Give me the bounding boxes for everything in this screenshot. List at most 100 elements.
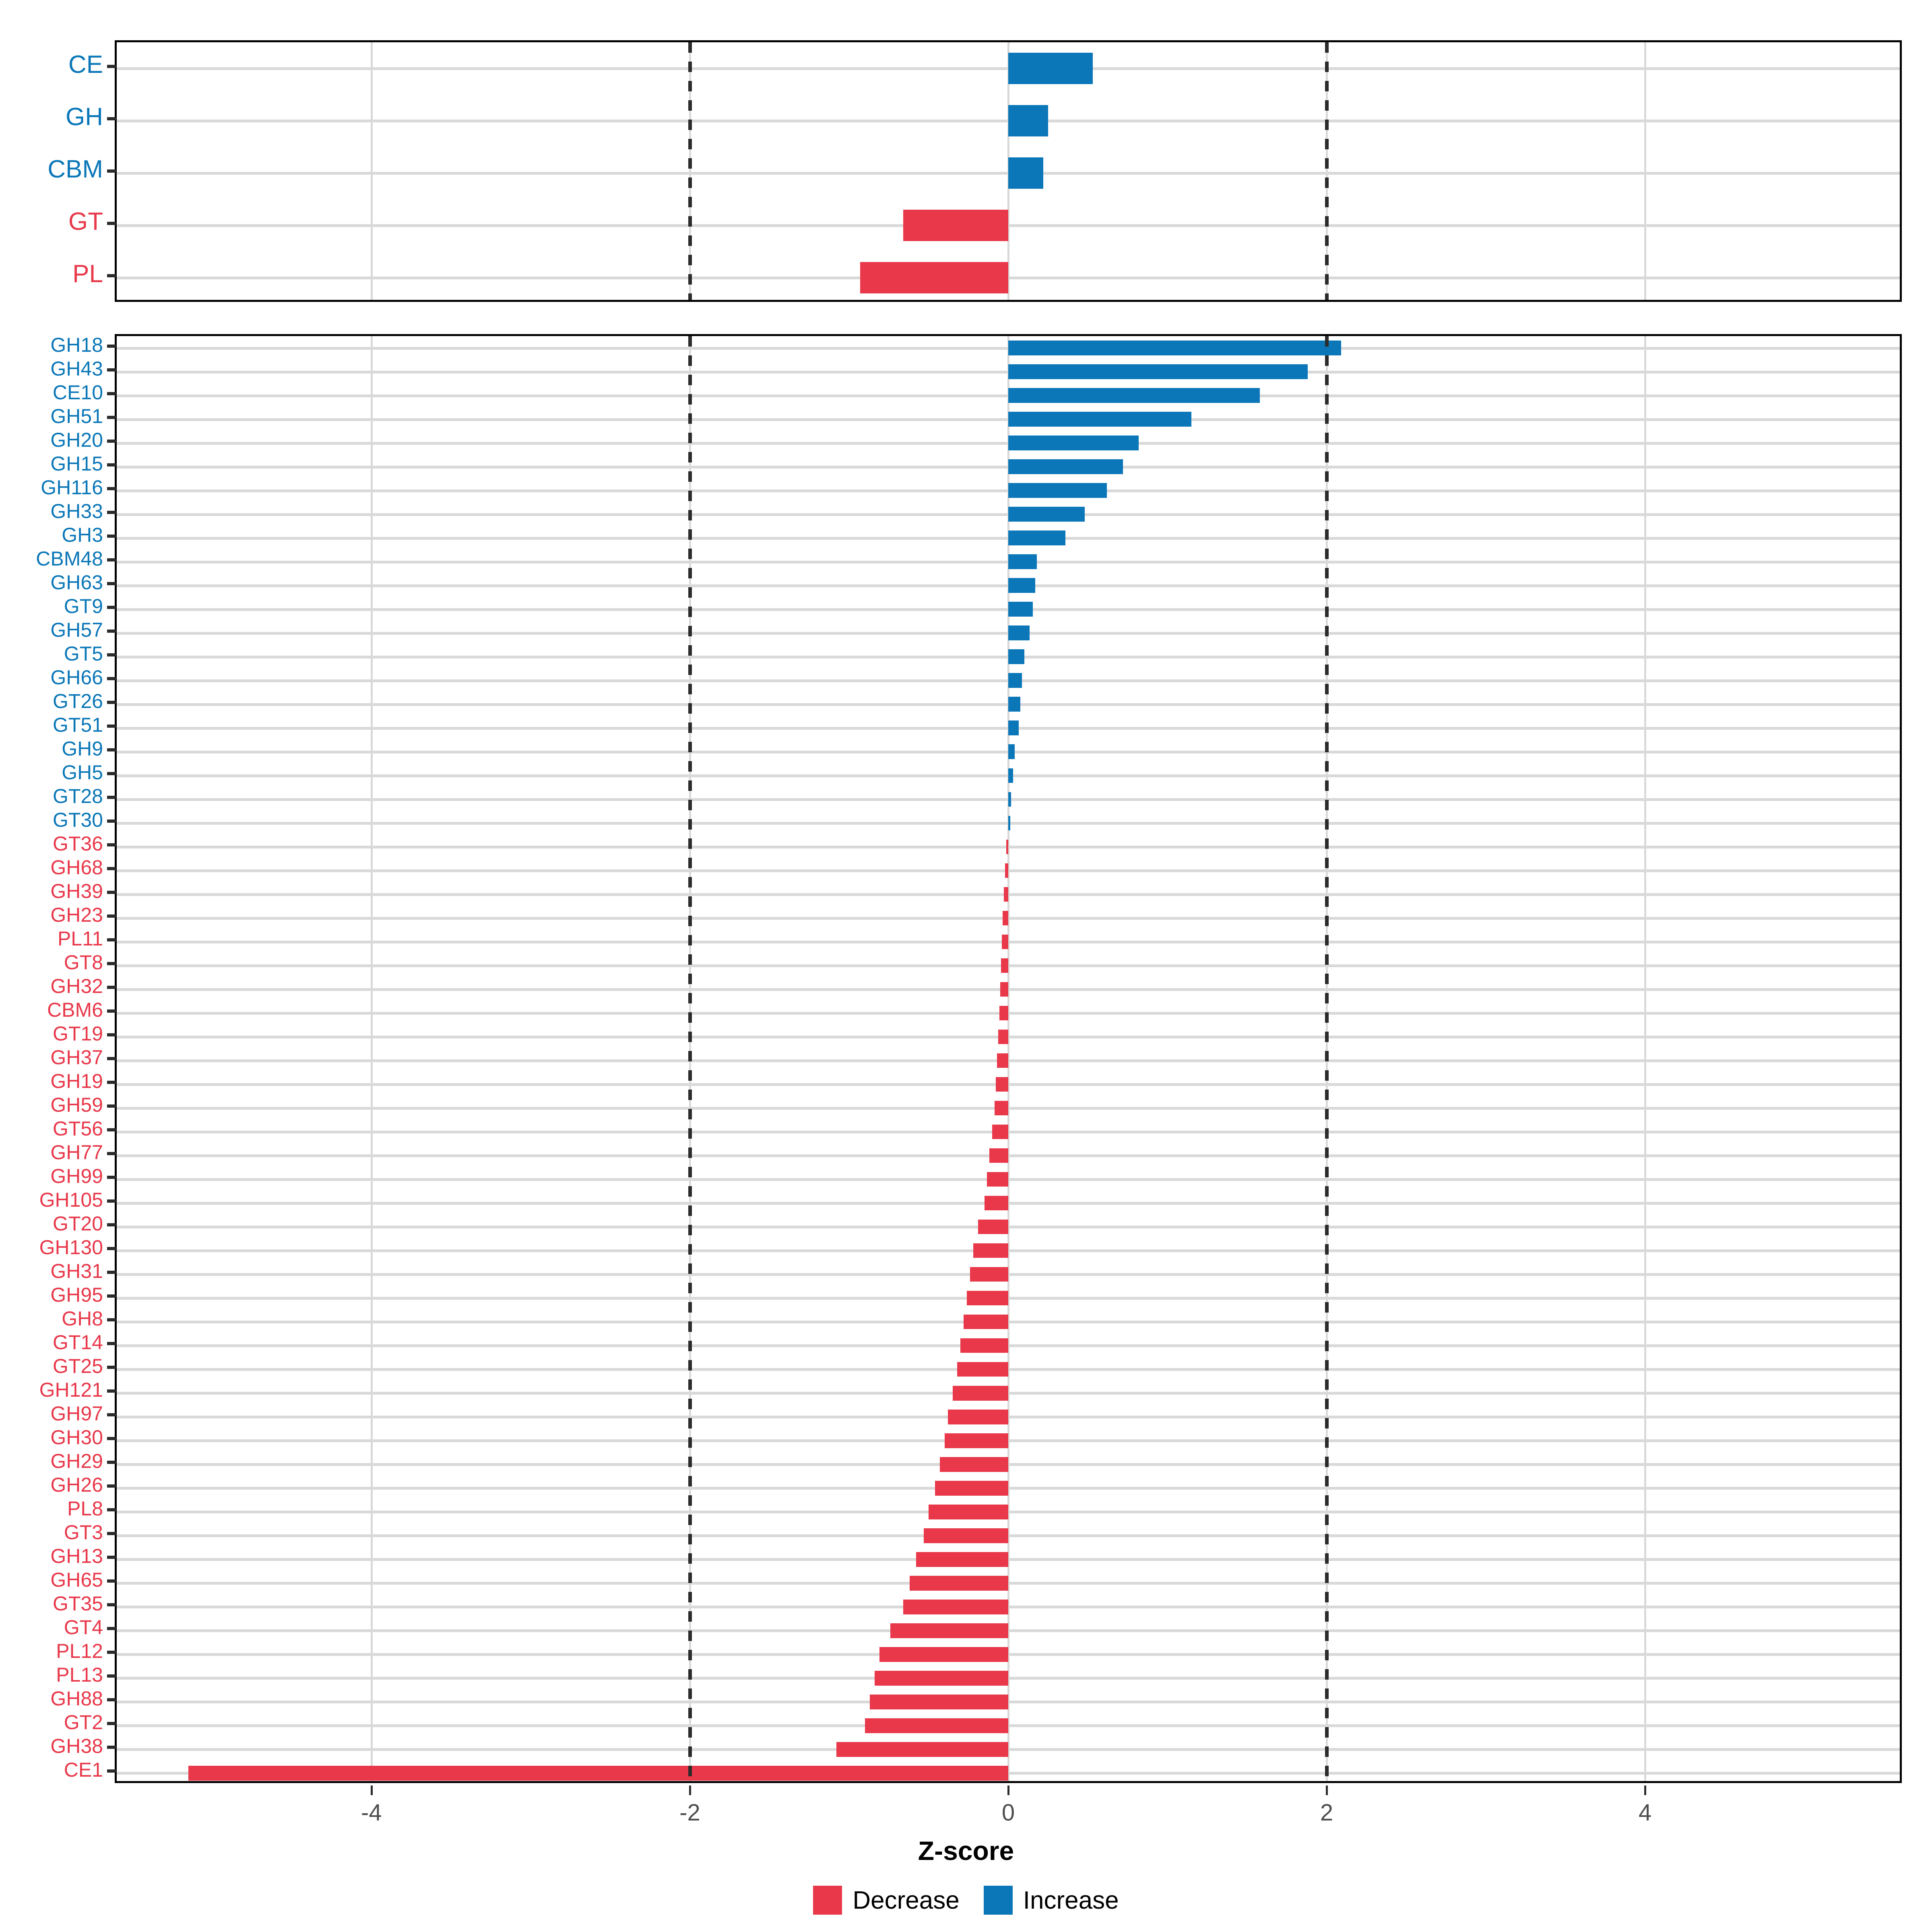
bottom-panel [115, 334, 1902, 1783]
bar-GH20[interactable] [1008, 436, 1139, 450]
bar-GH3[interactable] [1008, 530, 1066, 545]
bar-GT25[interactable] [957, 1362, 1008, 1377]
bar-GT2[interactable] [865, 1718, 1008, 1733]
bar-PL13[interactable] [874, 1671, 1008, 1686]
bar-GH105[interactable] [984, 1195, 1008, 1211]
y-axis-tick [107, 274, 116, 277]
bar-PL11[interactable] [1002, 934, 1008, 949]
y-axis-label-PL8: PL8 [67, 1497, 103, 1520]
bar-GH5[interactable] [1008, 768, 1013, 783]
bar-GT14[interactable] [960, 1338, 1008, 1353]
bar-GH65[interactable] [909, 1576, 1008, 1591]
y-axis-label-GH5: GH5 [62, 761, 103, 784]
y-axis-tick [107, 772, 116, 775]
y-axis-tick [107, 700, 116, 704]
y-axis-tick [107, 487, 116, 490]
bar-CBM[interactable] [1008, 157, 1044, 189]
bar-GT51[interactable] [1008, 720, 1019, 736]
bar-CBM48[interactable] [1008, 554, 1037, 569]
y-axis-tick [107, 1152, 116, 1156]
bar-CE[interactable] [1008, 53, 1093, 84]
bar-GH13[interactable] [916, 1552, 1008, 1567]
legend-item-increase[interactable]: Increase [983, 1886, 1119, 1915]
bar-GT28[interactable] [1008, 792, 1011, 807]
bar-CBM6[interactable] [999, 1005, 1008, 1021]
bar-GH77[interactable] [989, 1148, 1008, 1163]
y-axis-label-PL11: PL11 [57, 927, 103, 950]
bar-GH57[interactable] [1008, 625, 1030, 640]
bar-GH66[interactable] [1008, 673, 1022, 688]
bar-GT4[interactable] [890, 1623, 1008, 1638]
legend-item-decrease[interactable]: Decrease [813, 1886, 960, 1915]
bar-GH9[interactable] [1008, 744, 1015, 760]
bar-GH8[interactable] [964, 1314, 1008, 1329]
grid-line-horizontal [117, 1772, 1900, 1775]
bar-GH[interactable] [1008, 105, 1048, 136]
bar-GT9[interactable] [1008, 602, 1033, 617]
bar-GH130[interactable] [973, 1243, 1008, 1258]
bar-GH116[interactable] [1008, 483, 1107, 498]
bar-GH15[interactable] [1008, 459, 1123, 474]
bar-GH63[interactable] [1008, 578, 1036, 593]
bar-GT26[interactable] [1008, 697, 1020, 712]
y-axis-label-GH51: GH51 [50, 405, 103, 427]
y-axis-tick [107, 1484, 116, 1488]
grid-line-horizontal [117, 1226, 1900, 1229]
y-axis-tick [107, 819, 116, 823]
y-axis-label-GH43: GH43 [50, 357, 103, 380]
bar-GH30[interactable] [944, 1433, 1008, 1448]
y-axis-tick [107, 1009, 116, 1013]
bar-GH18[interactable] [1008, 341, 1341, 355]
bar-GH95[interactable] [967, 1290, 1008, 1306]
bar-GH68[interactable] [1005, 863, 1008, 878]
bar-GH31[interactable] [970, 1267, 1008, 1282]
bar-GT5[interactable] [1008, 649, 1024, 664]
reference-line--2 [688, 42, 692, 300]
bar-GT36[interactable] [1006, 839, 1008, 855]
bar-GH99[interactable] [987, 1172, 1008, 1187]
bar-GH51[interactable] [1008, 412, 1191, 427]
y-axis-label-GH: GH [66, 103, 103, 131]
bar-PL12[interactable] [879, 1647, 1008, 1662]
y-axis-tick [107, 1318, 116, 1322]
reference-line-2 [1325, 336, 1329, 1781]
bar-GH59[interactable] [995, 1100, 1008, 1116]
bar-GT[interactable] [903, 210, 1008, 241]
y-axis-tick [107, 1223, 116, 1227]
bar-PL[interactable] [860, 262, 1008, 293]
bar-GH97[interactable] [947, 1409, 1008, 1424]
bar-GH88[interactable] [869, 1695, 1008, 1709]
x-axis-tick-label: 0 [1001, 1800, 1015, 1826]
y-axis-tick [107, 1603, 116, 1607]
bar-GH19[interactable] [996, 1077, 1008, 1092]
y-axis-label-GH59: GH59 [50, 1094, 103, 1117]
bar-CE1[interactable] [188, 1766, 1008, 1781]
bar-GT3[interactable] [924, 1528, 1008, 1543]
y-axis-tick [107, 938, 116, 941]
bar-GH32[interactable] [1000, 982, 1008, 997]
bar-GT35[interactable] [903, 1600, 1008, 1614]
bar-GT19[interactable] [998, 1029, 1008, 1044]
y-axis-label-GH3: GH3 [62, 523, 103, 546]
bar-GH121[interactable] [952, 1385, 1008, 1401]
y-axis-label-GT19: GT19 [52, 1022, 103, 1045]
grid-line-horizontal [117, 916, 1900, 920]
bar-GT56[interactable] [992, 1124, 1008, 1139]
bar-GH23[interactable] [1003, 910, 1008, 926]
bar-GH38[interactable] [836, 1742, 1008, 1757]
bar-PL8[interactable] [929, 1505, 1008, 1519]
bar-CE10[interactable] [1008, 388, 1260, 403]
bar-GH26[interactable] [935, 1481, 1008, 1496]
bar-GH33[interactable] [1008, 507, 1085, 522]
y-axis-label-GH32: GH32 [50, 974, 103, 997]
bar-GT20[interactable] [978, 1219, 1008, 1234]
bar-GH37[interactable] [997, 1053, 1008, 1068]
y-axis-tick [107, 1437, 116, 1441]
bar-GT8[interactable] [1001, 958, 1008, 973]
bar-GT30[interactable] [1008, 815, 1010, 831]
bar-GH29[interactable] [939, 1457, 1008, 1472]
y-axis-label-GH13: GH13 [50, 1545, 103, 1568]
grid-line-horizontal [117, 1487, 1900, 1490]
bar-GH43[interactable] [1008, 364, 1308, 379]
bar-GH39[interactable] [1003, 887, 1008, 902]
